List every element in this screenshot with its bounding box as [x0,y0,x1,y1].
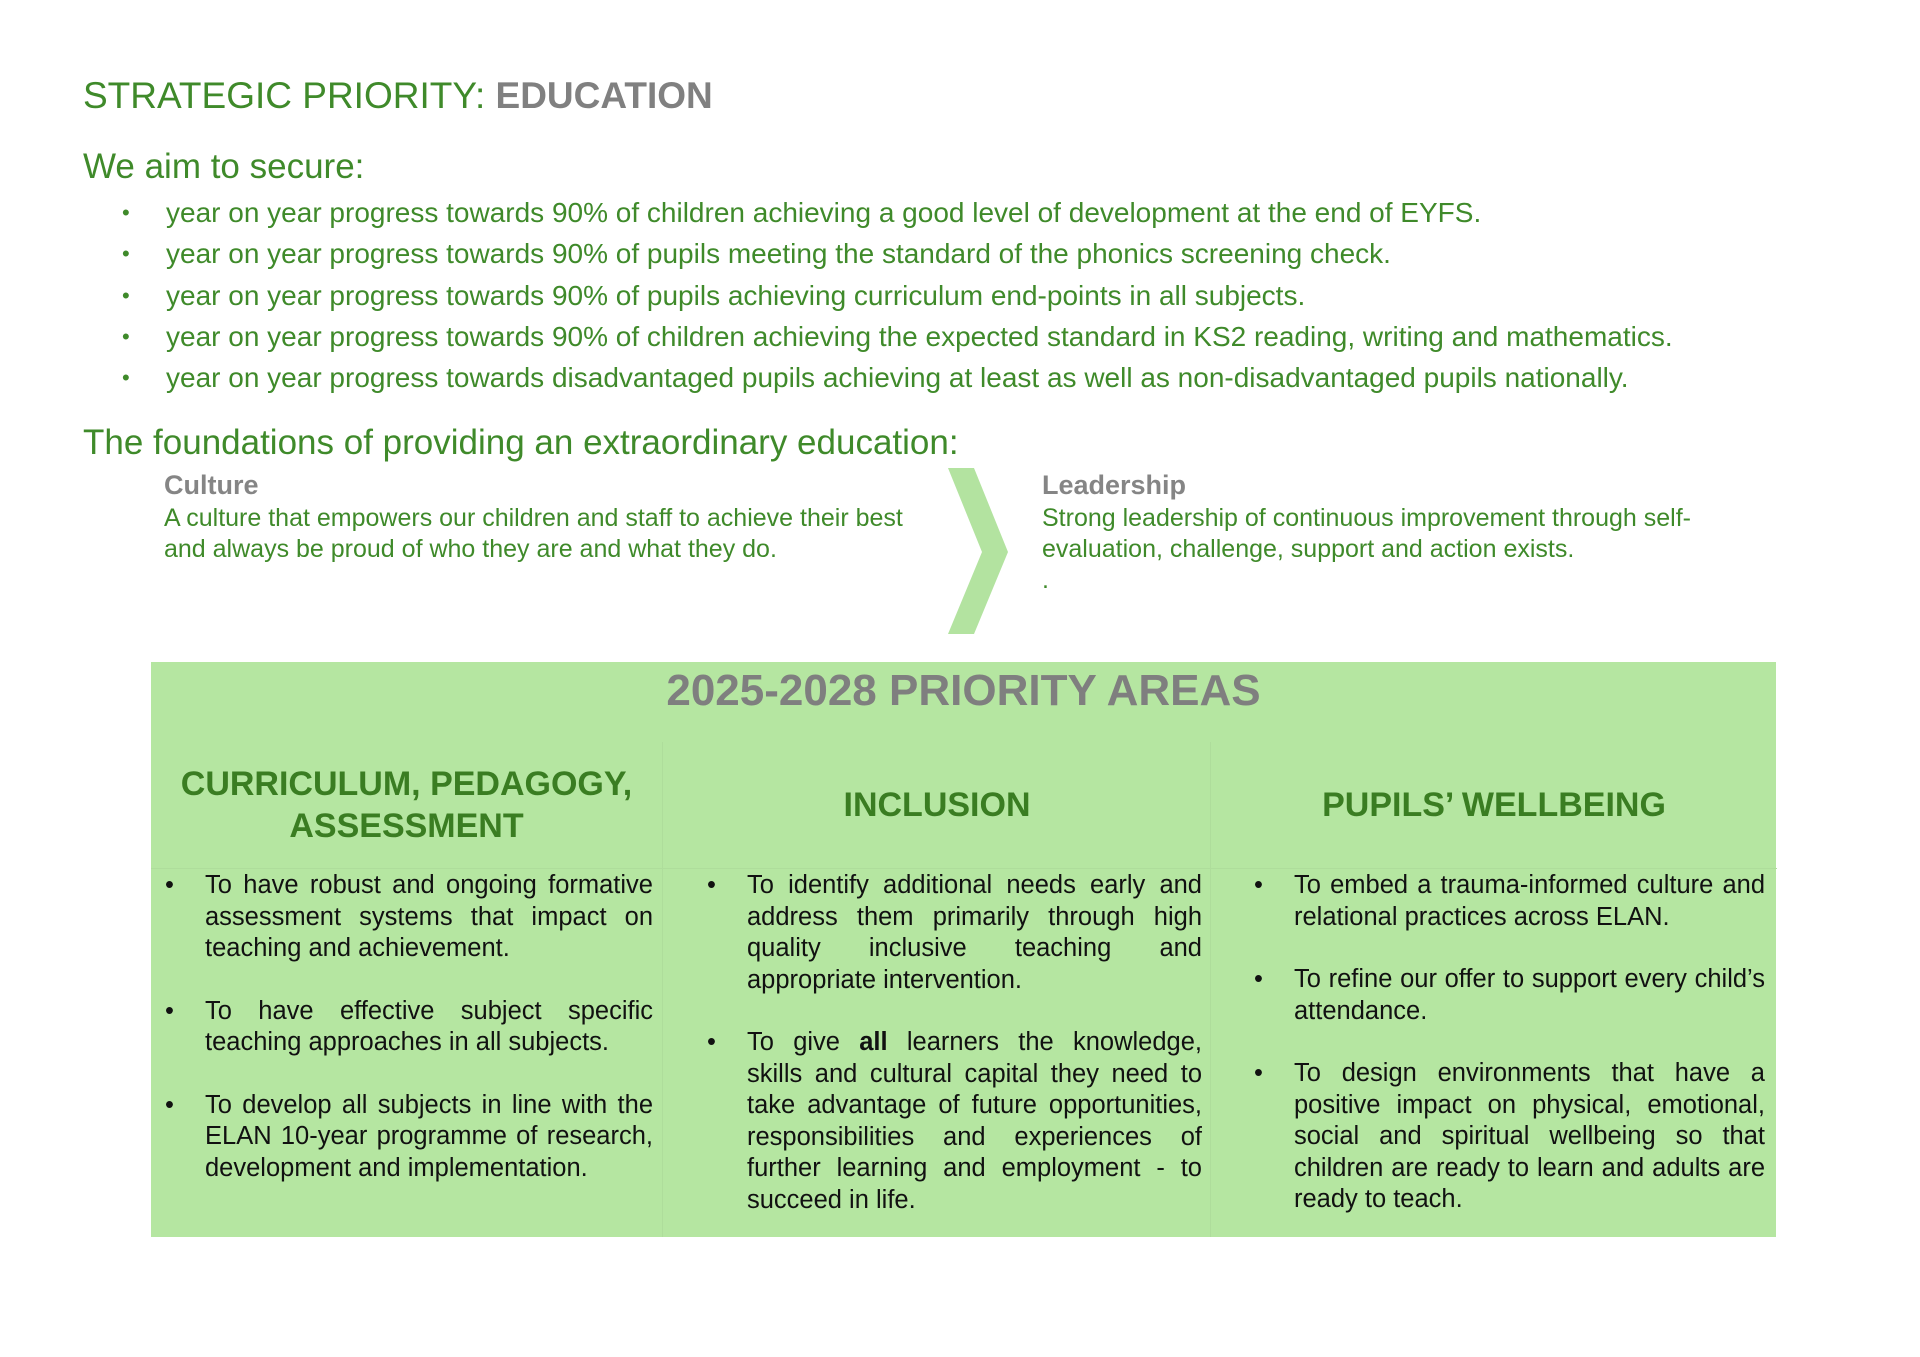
bullet-icon: • [707,871,716,899]
item-text: To give [747,1028,860,1056]
priority-areas-box: 2025-2028 PRIORITY AREAS CURRICULUM, PED… [151,662,1777,1237]
title-prefix: STRATEGIC PRIORITY: [83,75,496,116]
item-text: To design environments that have a posit… [1294,1059,1765,1213]
leadership-trailing: . [1042,566,1049,594]
priority-item: • To embed a trauma-informed culture and … [1254,870,1765,933]
priority-item: • To give all learners the knowledge, ski… [707,1027,1202,1216]
item-text: To identify additional needs early and a… [747,871,1202,994]
item-text: To have robust and ongoing formative ass… [205,871,653,962]
aim-item: • year on year progress towards 90% of pu… [122,233,1673,274]
column-heading: PUPILS’ WELLBEING [1211,742,1777,869]
leadership-text: Strong leadership of continuous improvem… [1042,504,1691,563]
column-items: • To identify additional needs early and … [707,870,1202,1247]
aims-list: • year on year progress towards 90% of ch… [122,192,1673,398]
column-items: • To have robust and ongoing formative as… [165,870,653,1215]
aim-text: year on year progress towards 90% of chi… [166,197,1482,228]
priority-item: • To develop all subjects in line with th… [165,1090,653,1185]
aim-item: • year on year progress towards 90% of pu… [122,275,1673,316]
bullet-icon: • [707,1028,716,1056]
item-text: learners the knowledge, skills and cultu… [747,1028,1202,1214]
priority-item: • To identify additional needs early and … [707,870,1202,996]
aim-item: • year on year progress towards 90% of ch… [122,192,1673,233]
bullet-icon: • [165,996,174,1025]
column-curriculum: CURRICULUM, PEDAGOGY, ASSESSMENT • To hav… [151,742,662,1237]
bullet-icon: • [1254,1059,1263,1087]
item-text: To refine our offer to support every chi… [1294,965,1765,1025]
bullet-icon: • [165,871,174,899]
title-subject: EDUCATION [495,75,713,116]
column-heading: INCLUSION [663,742,1211,869]
item-text: To have effective subject specific teach… [205,996,653,1057]
priority-item: • To design environments that have a posi… [1254,1058,1765,1216]
column-heading: CURRICULUM, PEDAGOGY, ASSESSMENT [151,742,662,869]
culture-title: Culture [164,470,259,500]
page-title: STRATEGIC PRIORITY: EDUCATION [83,74,713,118]
bullet-icon: • [122,282,130,308]
bullet-icon: • [122,323,130,349]
aim-text: year on year progress towards disadvanta… [166,362,1629,394]
bullet-icon: • [122,365,130,391]
column-inclusion: INCLUSION • To identify additional needs … [662,742,1211,1237]
chevron-arrow-icon [948,468,1008,634]
foundations-heading: The foundations of providing an extraord… [83,423,959,462]
bullet-icon: • [1254,871,1263,899]
aim-text: year on year progress towards 90% of chi… [166,320,1673,352]
priority-areas-title: 2025-2028 PRIORITY AREAS [666,666,1261,715]
aim-item: • year on year progress towards disadvant… [122,357,1673,398]
column-items: • To embed a trauma-informed culture and … [1254,870,1765,1247]
culture-text: A culture that empowers our children and… [164,504,903,563]
priority-item: • To refine our offer to support every ch… [1254,964,1765,1027]
item-emphasis: all [859,1028,888,1056]
priority-item: • To have robust and ongoing formative as… [165,870,653,965]
aim-text: year on year progress towards 90% of pup… [166,238,1391,270]
item-text: To develop all subjects in line with the… [205,1090,653,1182]
bullet-icon: • [122,200,130,225]
bullet-icon: • [122,241,130,267]
leadership-title: Leadership [1042,470,1187,500]
aim-text: year on year progress towards 90% of pup… [166,279,1306,311]
bullet-icon: • [1254,965,1263,993]
bullet-icon: • [165,1090,174,1119]
column-wellbeing: PUPILS’ WELLBEING • To embed a trauma-inf… [1210,742,1777,1237]
aim-item: • year on year progress towards 90% of ch… [122,316,1673,357]
item-text: To embed a trauma-informed culture and r… [1294,871,1765,931]
aims-heading: We aim to secure: [83,147,365,186]
priority-item: • To have effective subject specific teac… [165,996,653,1059]
